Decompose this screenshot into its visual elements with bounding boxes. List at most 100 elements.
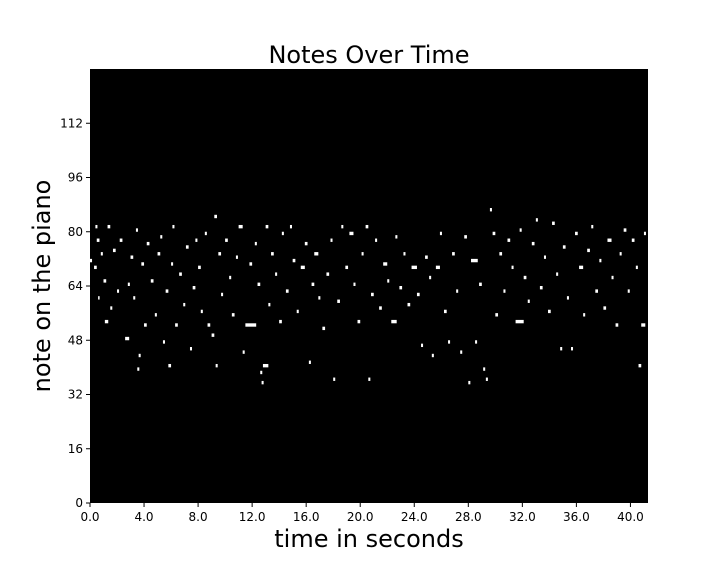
note-mark (507, 238, 511, 242)
note-mark (431, 353, 434, 358)
y-tick-label: 96 (68, 171, 83, 185)
note-mark (543, 255, 546, 259)
note-mark (265, 224, 269, 229)
note-mark (150, 279, 154, 283)
note-mark (211, 333, 215, 337)
note-mark (146, 241, 150, 246)
note-mark (375, 238, 378, 242)
note-mark (215, 363, 218, 368)
note-mark (641, 323, 646, 327)
note-mark (615, 323, 619, 327)
note-mark (475, 340, 478, 344)
note-mark (162, 340, 165, 344)
note-mark (138, 353, 141, 358)
note-mark (103, 279, 107, 283)
note-mark (275, 272, 278, 276)
note-mark (214, 214, 217, 219)
note-mark (168, 363, 172, 368)
note-mark (411, 265, 417, 270)
note-mark (333, 377, 336, 381)
note-mark (175, 323, 178, 327)
note-mark (523, 275, 527, 280)
note-mark (137, 367, 140, 371)
y-tick-label: 112 (60, 116, 83, 130)
x-tick-label: 32.0 (509, 510, 536, 524)
note-mark (225, 238, 228, 242)
note-mark (154, 313, 157, 317)
note-mark (492, 231, 496, 236)
note-mark (245, 323, 257, 327)
note-mark (157, 252, 161, 256)
note-mark (583, 313, 586, 317)
x-tick-label: 24.0 (401, 510, 428, 524)
note-mark (489, 208, 492, 212)
note-mark (603, 306, 607, 310)
chart-title: Notes Over Time (268, 41, 469, 69)
note-mark (531, 241, 535, 246)
y-tick-label: 48 (68, 333, 83, 347)
note-mark (495, 313, 499, 317)
note-mark (330, 238, 333, 242)
note-mark (125, 336, 130, 341)
y-tick-label: 80 (68, 225, 83, 239)
note-mark (141, 262, 145, 266)
note-mark (172, 224, 175, 229)
note-mark (548, 309, 551, 314)
note-mark (631, 238, 635, 242)
note-mark (112, 248, 116, 253)
note-mark (318, 296, 321, 300)
note-mark (98, 296, 100, 300)
x-axis-label: time in seconds (274, 525, 463, 553)
note-mark (579, 265, 584, 270)
note-mark (383, 262, 388, 266)
note-mark (349, 231, 354, 236)
x-tick-label: 8.0 (189, 510, 208, 524)
note-mark (200, 309, 203, 314)
note-mark (443, 309, 447, 314)
note-mark (195, 238, 198, 242)
x-tick-label: 0.0 (80, 510, 99, 524)
note-mark (130, 255, 134, 259)
note-mark (595, 289, 599, 293)
note-mark (107, 224, 111, 229)
notes-layer (90, 208, 646, 385)
note-mark (100, 252, 103, 256)
note-mark (261, 380, 264, 385)
note-mark (368, 377, 371, 381)
note-mark (416, 292, 420, 297)
note-mark (499, 252, 503, 256)
note-mark (268, 302, 271, 307)
note-mark (300, 265, 305, 270)
note-mark (570, 347, 574, 351)
note-mark (229, 275, 232, 280)
note-mark (607, 238, 612, 242)
note-mark (562, 245, 566, 249)
note-mark (104, 319, 109, 324)
plot-area (90, 69, 648, 503)
note-mark (627, 289, 630, 293)
note-mark (464, 235, 467, 239)
note-mark (165, 289, 169, 293)
note-mark (160, 235, 163, 239)
note-mark (279, 319, 282, 324)
note-mark (643, 231, 646, 236)
note-mark (179, 272, 182, 276)
note-mark (127, 282, 130, 286)
note-mark (353, 282, 356, 286)
note-mark (90, 258, 93, 263)
note-mark (119, 238, 123, 242)
note-mark (110, 306, 113, 310)
note-mark (189, 347, 193, 351)
note-mark (425, 255, 428, 259)
note-mark (292, 258, 296, 263)
note-mark (391, 319, 397, 324)
note-mark (611, 275, 614, 280)
note-mark (204, 231, 207, 236)
note-mark (144, 323, 147, 327)
note-mark (249, 262, 253, 266)
note-mark (231, 313, 235, 317)
note-mark (371, 292, 374, 297)
y-tick-label: 0 (75, 496, 83, 510)
note-mark (171, 262, 174, 266)
